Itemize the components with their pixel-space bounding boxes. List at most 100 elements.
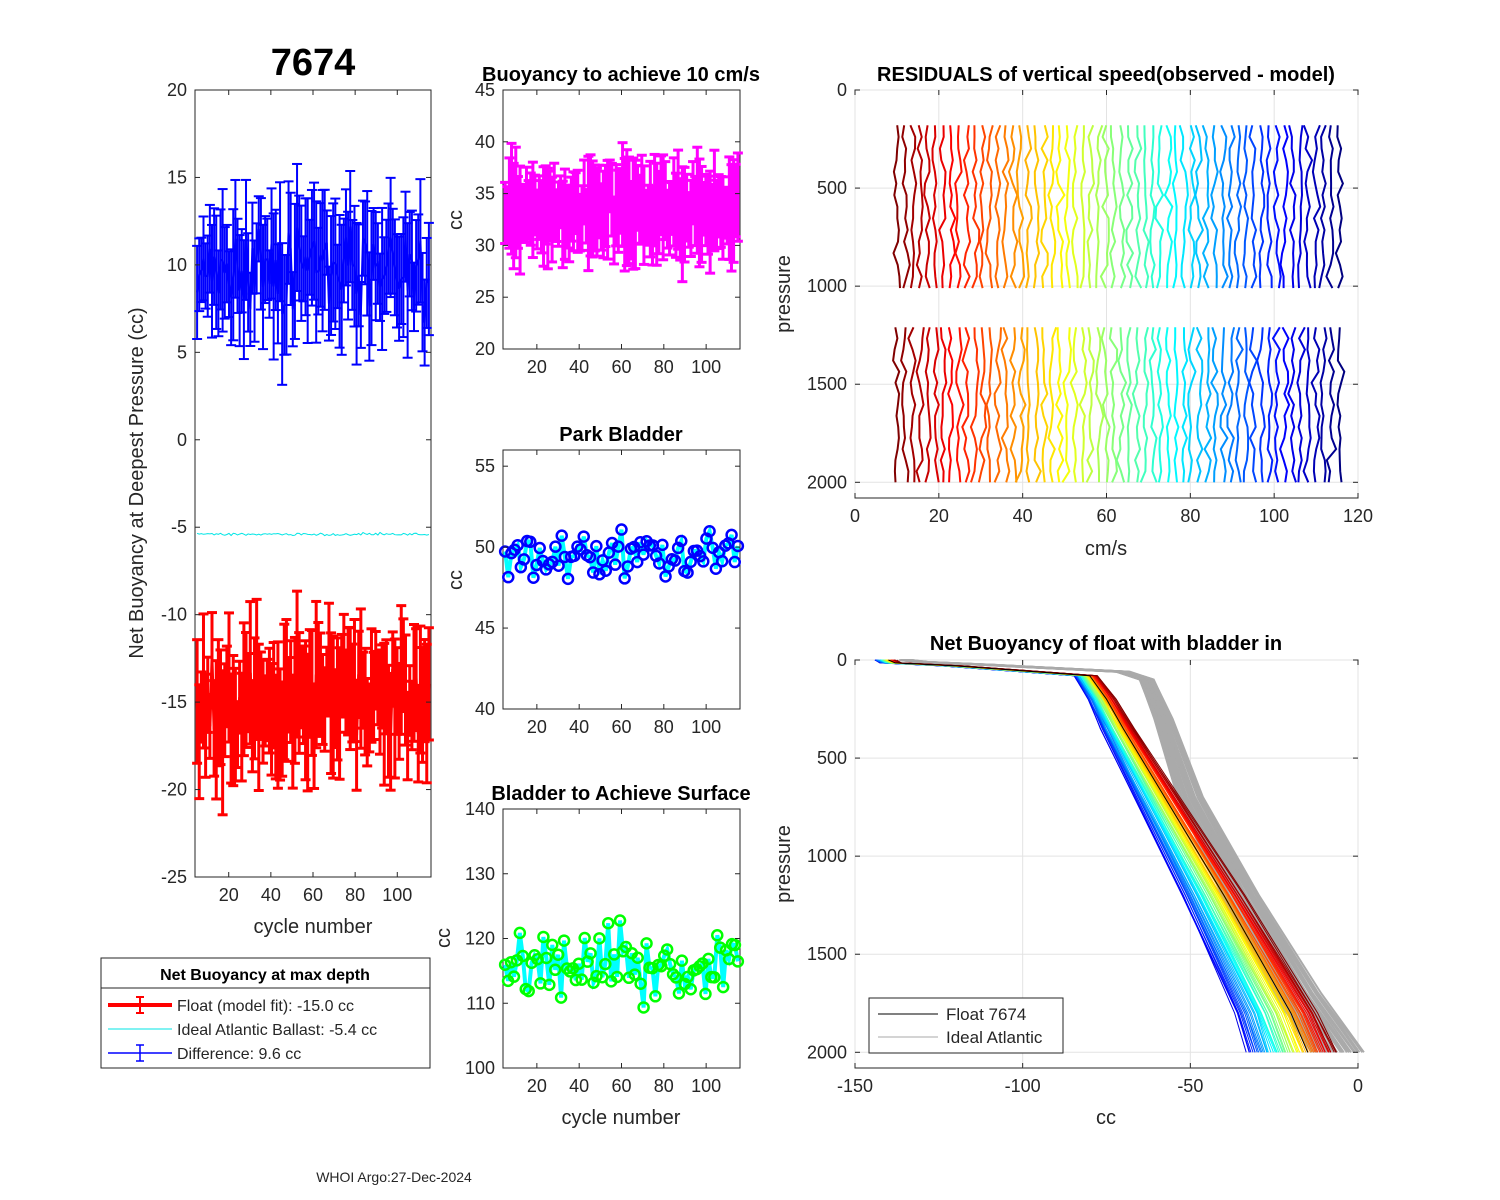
legend-title: Net Buoyancy at max depth <box>160 967 370 984</box>
residual-profile <box>1009 327 1018 483</box>
residual-profile <box>1139 327 1150 483</box>
residual-profile <box>984 125 994 289</box>
y-tick-label: 1000 <box>807 846 847 866</box>
data-point <box>561 572 575 586</box>
residual-profile <box>969 327 980 483</box>
data-point <box>527 571 540 584</box>
x-tick-label: -100 <box>1005 1076 1041 1096</box>
chart-title: Bladder to Achieve Surface <box>491 783 750 805</box>
residual-profile <box>1178 125 1189 289</box>
residual-profile <box>1055 125 1066 289</box>
data-point <box>702 952 715 966</box>
y-axis-label: cc <box>445 570 467 590</box>
data-point <box>516 949 530 963</box>
residual-profile <box>907 326 917 483</box>
data-point <box>709 562 723 575</box>
residual-profile <box>1325 125 1335 289</box>
data-point <box>684 555 697 569</box>
x-tick-label: 0 <box>850 506 860 526</box>
residual-profile <box>1100 327 1111 483</box>
y-axis-label: Net Buoyancy at Deepest Pressure (cc) <box>126 307 148 658</box>
data-point <box>502 570 515 584</box>
chart-title: RESIDUALS of vertical speed(observed - m… <box>877 64 1335 86</box>
data-point <box>672 987 686 1000</box>
series-float-model-fit- <box>192 589 434 817</box>
residual-profile <box>1055 327 1065 483</box>
residuals-chart: RESIDUALS of vertical speed(observed - m… <box>773 64 1373 560</box>
chart-title: Buoyancy to achieve 10 cm/s <box>482 64 760 86</box>
data-point <box>612 540 625 553</box>
residual-profile <box>955 327 965 483</box>
residual-profile <box>948 125 957 289</box>
data-point <box>613 914 627 927</box>
data-point <box>577 530 591 543</box>
error-bar <box>228 653 239 788</box>
residual-profile <box>1297 125 1304 289</box>
x-tick-label: 40 <box>569 717 589 737</box>
legend-label: Difference: 9.6 cc <box>177 1046 301 1063</box>
profile-legend: Float 7674 Ideal Atlantic <box>868 997 1064 1054</box>
residual-profile <box>1334 125 1344 289</box>
data-point <box>660 943 674 956</box>
data-point <box>554 991 568 1004</box>
residual-profile <box>1336 327 1346 483</box>
net-buoyancy-legend: Net Buoyancy at max depth Float (model f… <box>100 957 431 1069</box>
x-tick-label: 40 <box>1013 506 1033 526</box>
residual-profile <box>1115 327 1128 483</box>
residual-profile <box>1032 125 1041 289</box>
residual-profile <box>1047 326 1058 483</box>
error-bar <box>238 621 249 758</box>
data-point <box>546 938 559 952</box>
data-point <box>668 554 682 567</box>
y-tick-label: 40 <box>475 699 495 719</box>
residual-profile <box>1125 327 1133 483</box>
y-tick-label: 0 <box>837 650 847 670</box>
residual-profile <box>1149 125 1156 289</box>
residual-profile <box>961 326 971 483</box>
data-point <box>505 546 518 560</box>
residual-profile <box>1171 125 1179 289</box>
y-tick-label: -5 <box>171 517 187 537</box>
data-point <box>578 931 591 945</box>
residual-profile <box>1187 327 1197 483</box>
x-tick-label: 20 <box>527 357 547 377</box>
x-tick-label: -50 <box>1177 1076 1203 1096</box>
residual-profile <box>1047 125 1057 289</box>
data-point <box>557 934 571 947</box>
error-bar <box>217 188 228 333</box>
x-tick-label: 100 <box>1259 506 1289 526</box>
residual-profile <box>923 125 931 289</box>
y-tick-label: 50 <box>475 537 495 557</box>
error-bar <box>366 627 377 744</box>
data-point <box>715 554 729 568</box>
residual-profile <box>1015 125 1026 289</box>
data-point <box>599 564 613 578</box>
data-point <box>693 960 706 973</box>
residual-profile <box>939 327 948 483</box>
x-tick-label: 60 <box>611 1076 631 1096</box>
data-point <box>590 969 603 983</box>
residual-profile <box>1234 327 1244 483</box>
residual-profile <box>901 125 911 289</box>
legend-label: Float (model fit): -15.0 cc <box>177 998 354 1015</box>
data-point <box>608 558 622 571</box>
residual-profile <box>1242 125 1250 289</box>
residual-profile <box>909 124 918 289</box>
residual-profile <box>985 327 993 483</box>
data-point <box>631 951 644 964</box>
y-tick-label: 1500 <box>807 944 847 964</box>
error-bar <box>694 157 705 269</box>
data-point <box>571 540 584 553</box>
residual-profile <box>1325 327 1338 483</box>
data-point <box>601 916 615 930</box>
y-tick-label: 30 <box>475 235 495 255</box>
error-bar <box>277 242 288 386</box>
residual-profile <box>1133 125 1143 289</box>
data-point <box>596 554 609 567</box>
y-tick-label: 500 <box>817 748 847 768</box>
data-point <box>522 984 535 998</box>
residual-profile <box>1256 327 1266 483</box>
data-point <box>583 550 597 564</box>
residual-profile <box>1265 125 1273 289</box>
residual-profile <box>1001 125 1010 289</box>
